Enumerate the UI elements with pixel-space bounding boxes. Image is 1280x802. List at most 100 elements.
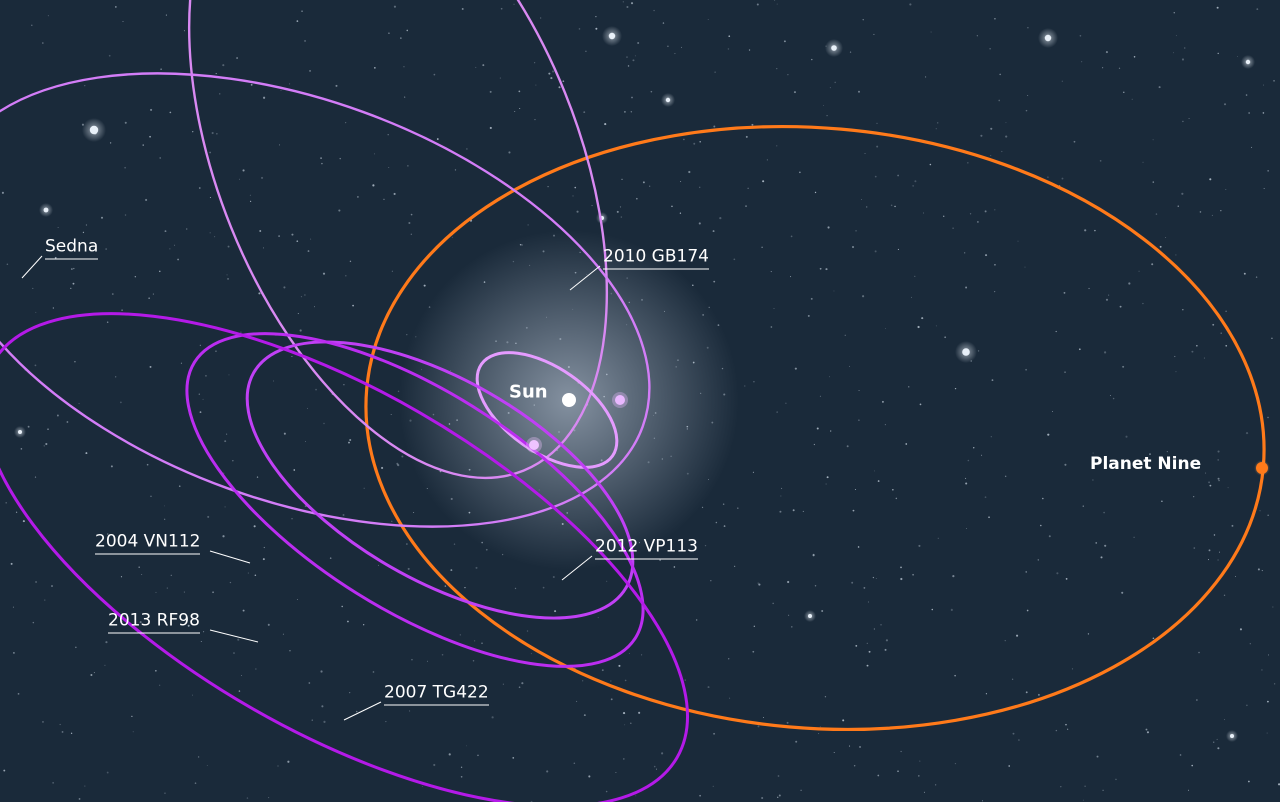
star-small (159, 685, 160, 686)
star-small (1267, 733, 1268, 734)
star-small (374, 67, 376, 69)
star-small (1198, 652, 1200, 654)
star-small (409, 710, 410, 711)
star-small (373, 671, 375, 673)
star-small (737, 507, 739, 509)
star-small (923, 213, 924, 214)
star-small (584, 714, 586, 716)
star-small (268, 797, 269, 798)
star-small (618, 665, 620, 667)
star-small (1088, 288, 1089, 289)
star-small (1174, 356, 1175, 357)
star-small (885, 649, 887, 651)
star-small (1146, 729, 1148, 731)
star-small (1262, 570, 1263, 571)
star-small (105, 248, 107, 250)
sun-core (562, 393, 576, 407)
star-small (1047, 434, 1049, 436)
star-small (145, 199, 147, 201)
star-small (434, 74, 436, 76)
star-small (631, 97, 633, 99)
star-small (1083, 506, 1084, 507)
star-small (610, 680, 611, 681)
star-small (811, 59, 812, 60)
star-small (579, 28, 581, 30)
star-small (348, 442, 350, 444)
label-sedna: Sedna (45, 237, 98, 260)
star-small (674, 53, 675, 54)
star-small (13, 607, 14, 608)
star-small (1159, 86, 1161, 88)
star-small (413, 512, 414, 513)
star-small (1103, 790, 1104, 791)
star-small (994, 264, 996, 266)
star-small (519, 108, 520, 109)
star-small (1263, 112, 1265, 114)
star-small (977, 221, 978, 222)
star-small (981, 455, 982, 456)
star-small (779, 511, 781, 513)
star-small (649, 186, 650, 187)
star-small (216, 73, 217, 74)
star-small (482, 64, 484, 66)
star-small (574, 187, 576, 189)
star-small (277, 765, 278, 766)
star-small (1079, 348, 1081, 350)
star-small (264, 547, 265, 548)
star-small (1235, 576, 1236, 577)
star-small (519, 686, 521, 688)
star-small (171, 575, 172, 576)
star-small (991, 436, 992, 437)
star-small (777, 797, 778, 798)
star-small (297, 20, 299, 22)
star-small (1074, 141, 1076, 143)
star-small (261, 177, 263, 179)
star-small (653, 10, 654, 11)
star-small (854, 765, 855, 766)
star-small (936, 326, 937, 327)
star-small (45, 443, 47, 445)
star-small (90, 674, 92, 676)
star-small (259, 230, 261, 232)
star-small (462, 8, 464, 10)
star-small (803, 511, 804, 512)
star-small (199, 394, 200, 395)
star-small (1121, 592, 1123, 594)
star-small (1106, 299, 1108, 301)
star-small (215, 351, 216, 352)
star-small (477, 755, 478, 756)
star-small (424, 285, 426, 287)
star-small (876, 578, 877, 579)
star-small (164, 505, 165, 506)
star-small (503, 684, 504, 685)
star-small (990, 48, 991, 49)
star-small (762, 180, 764, 182)
star-small (708, 19, 709, 20)
star-small (583, 111, 585, 113)
star-small (744, 385, 745, 386)
star-small (776, 145, 777, 146)
star-small (155, 670, 157, 672)
star-small (308, 250, 310, 252)
star-small (291, 356, 292, 357)
star-small (131, 716, 132, 717)
star-small (1132, 99, 1133, 100)
star-small (1225, 189, 1226, 190)
star-small (781, 488, 782, 489)
star-small (237, 639, 239, 641)
star-small (391, 521, 392, 522)
star-small (825, 268, 827, 270)
star-small (490, 127, 492, 129)
star-small (341, 606, 342, 607)
star-small (1084, 229, 1086, 231)
star-small (57, 415, 59, 417)
star-small (301, 10, 303, 12)
star-small (705, 545, 706, 546)
body-vp113 (529, 440, 539, 450)
star-small (1066, 578, 1068, 580)
star-small (177, 259, 179, 261)
star-small (201, 641, 202, 642)
star-small (937, 122, 938, 123)
star-small (1064, 371, 1065, 372)
star-small (1246, 94, 1248, 96)
